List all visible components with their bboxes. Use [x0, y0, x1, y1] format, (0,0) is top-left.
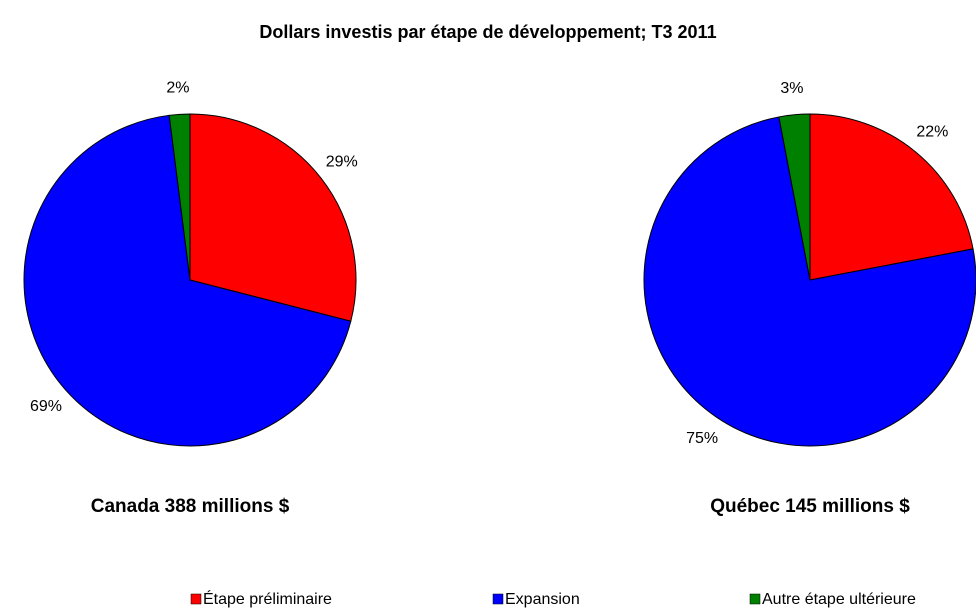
chart-title: Dollars investis par étape de développem… [259, 22, 716, 42]
slice-label: 69% [30, 398, 62, 415]
slice-label: 2% [166, 80, 189, 97]
legend-label: Étape préliminaire [203, 589, 332, 608]
pie-title: Canada 388 millions $ [91, 496, 290, 517]
pie-slice [168, 113, 191, 281]
pie-slice [643, 116, 976, 447]
slice-label: 75% [686, 430, 718, 447]
legend-swatch [492, 593, 504, 605]
pie-slice [23, 114, 352, 447]
legend-swatch [749, 593, 761, 605]
pie-slice [189, 113, 357, 322]
pie-slice [809, 113, 974, 281]
pie-title: Québec 145 millions $ [710, 496, 910, 517]
legend-label: Autre étape ultérieure [762, 591, 916, 608]
legend-swatch [190, 593, 202, 605]
pie-slice [778, 113, 811, 281]
slice-label: 3% [780, 80, 803, 97]
legend-label: Expansion [505, 591, 580, 608]
slice-label: 29% [326, 154, 358, 171]
slice-label: 22% [916, 123, 948, 140]
